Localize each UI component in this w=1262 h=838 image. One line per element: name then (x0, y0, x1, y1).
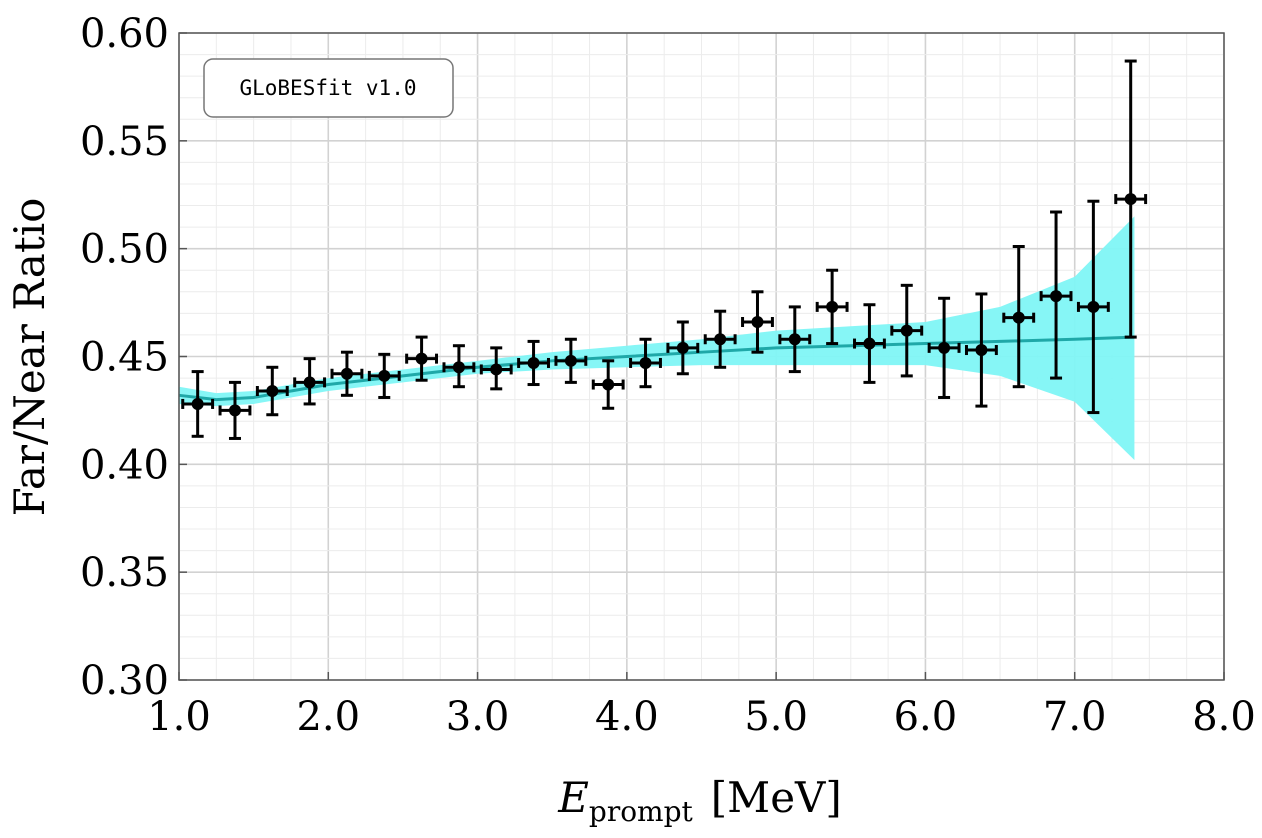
data-point (741, 290, 774, 354)
data-point (255, 365, 289, 417)
annotation-label: GLoBESfit v1.0 (239, 76, 416, 100)
y-tick-label: 0.40 (80, 442, 169, 488)
data-marker (303, 376, 316, 389)
legend-box: GLoBESfit v1.0 (203, 58, 454, 118)
data-point (367, 352, 401, 399)
data-marker (900, 324, 913, 337)
x-tick-label: 3.0 (446, 694, 510, 740)
data-marker (639, 356, 652, 369)
data-marker (1012, 311, 1025, 324)
x-tick-label: 8.0 (1192, 694, 1256, 740)
data-marker (975, 344, 988, 357)
data-points-layer (181, 59, 1148, 440)
x-tick-label: 7.0 (1043, 694, 1107, 740)
data-marker (378, 369, 391, 382)
data-point (964, 292, 998, 408)
legend-frame (203, 58, 454, 118)
y-tick-label: 0.50 (80, 227, 169, 273)
x-axis-label-unit: [MeV] (711, 773, 842, 822)
data-marker (863, 337, 876, 350)
fit-uncertainty-band (179, 216, 1135, 461)
data-marker (1087, 300, 1100, 313)
data-marker (676, 341, 689, 354)
data-point (778, 305, 812, 374)
data-point (1039, 210, 1073, 380)
y-tick-label: 0.35 (80, 550, 169, 596)
data-point (1114, 59, 1148, 339)
x-tick-label: 1.0 (147, 694, 211, 740)
x-axis-label-subscript: prompt (589, 795, 694, 828)
data-point (218, 380, 252, 440)
data-marker (340, 367, 353, 380)
data-point (703, 309, 737, 369)
data-marker (826, 300, 839, 313)
data-marker (602, 378, 615, 391)
data-point (517, 339, 550, 387)
data-point (815, 268, 849, 346)
data-marker (266, 385, 279, 398)
data-point (890, 283, 924, 378)
x-tick-label: 6.0 (894, 694, 958, 740)
x-tick-label: 5.0 (744, 694, 808, 740)
data-marker (228, 404, 241, 417)
data-marker (415, 352, 428, 365)
data-point (1002, 245, 1036, 389)
data-point (1076, 199, 1110, 415)
x-axis-label: Eprompt [MeV] (557, 773, 842, 828)
data-marker (527, 356, 540, 369)
y-axis-label: Far/Near Ratio (5, 198, 54, 517)
x-tick-label: 2.0 (296, 694, 360, 740)
data-marker (191, 397, 204, 410)
data-point (666, 320, 700, 376)
data-marker (452, 361, 465, 374)
data-point (479, 346, 513, 391)
x-axis-label-main: E (557, 773, 589, 822)
data-marker (1124, 193, 1137, 206)
data-marker (788, 333, 801, 346)
data-marker (1050, 290, 1063, 303)
data-point (293, 357, 327, 406)
data-marker (938, 341, 951, 354)
y-tick-label: 0.55 (80, 119, 169, 165)
data-marker (564, 354, 577, 367)
data-point (591, 359, 625, 410)
data-point (927, 296, 961, 399)
data-marker (490, 363, 503, 376)
data-marker (751, 315, 764, 328)
data-point (330, 350, 364, 397)
y-tick-label: 0.60 (80, 11, 169, 57)
y-tick-label: 0.45 (80, 335, 169, 381)
data-point (554, 337, 588, 384)
data-marker (714, 333, 727, 346)
fit-band-layer (179, 216, 1135, 461)
data-point (405, 335, 439, 382)
data-point (442, 344, 476, 389)
data-point (181, 370, 215, 438)
data-point (853, 303, 886, 384)
data-point (629, 337, 662, 389)
axis-ticks: 1.0 2.0 3.0 4.0 5.0 6.0 7.0 8.0 0.30 0.35 0.40 0.45… (80, 11, 1256, 740)
y-tick-label: 0.30 (80, 658, 169, 704)
x-tick-label: 4.0 (595, 694, 659, 740)
